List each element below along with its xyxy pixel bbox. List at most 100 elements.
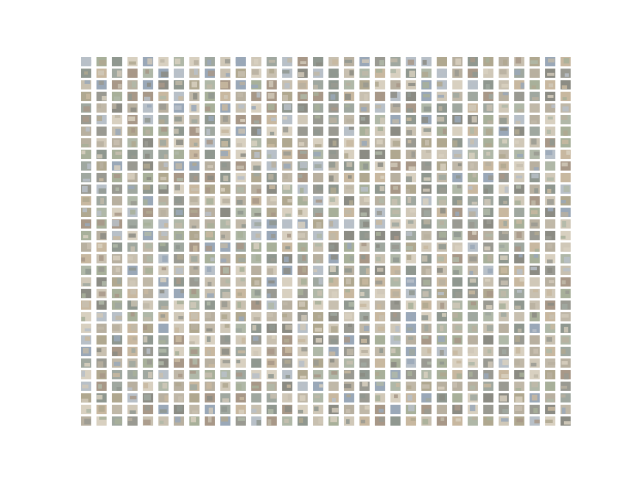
thumbnail-detail — [282, 116, 288, 120]
thumbnail-tile — [421, 288, 432, 299]
thumbnail-tile — [266, 265, 277, 275]
thumbnail-detail — [468, 104, 477, 111]
thumbnail-detail — [191, 225, 197, 229]
thumbnail-detail — [254, 280, 260, 286]
thumbnail-detail — [516, 219, 522, 224]
thumbnail-tile — [467, 265, 478, 275]
thumbnail-detail — [487, 361, 493, 368]
thumbnail-detail — [288, 292, 292, 298]
thumbnail-detail — [112, 244, 118, 248]
thumbnail-detail — [208, 92, 215, 99]
thumbnail-detail — [160, 277, 167, 283]
thumbnail-tile — [266, 242, 277, 252]
thumbnail-tile — [374, 277, 386, 287]
thumbnail-detail — [409, 70, 416, 78]
thumbnail-detail — [237, 92, 244, 98]
thumbnail-image — [545, 254, 556, 264]
thumbnail-image — [282, 312, 293, 322]
thumbnail-image — [374, 68, 386, 78]
thumbnail-detail — [299, 187, 304, 194]
thumbnail-tile — [343, 172, 355, 183]
thumbnail-tile — [483, 277, 494, 287]
thumbnail-detail — [300, 117, 308, 121]
thumbnail-detail — [128, 185, 135, 190]
thumbnail-detail — [364, 94, 368, 101]
thumbnail-detail — [130, 289, 136, 295]
thumbnail-image — [467, 184, 478, 194]
thumbnail-tile — [436, 68, 447, 78]
thumbnail-detail — [129, 267, 137, 271]
thumbnail-tile — [374, 161, 386, 171]
thumbnail-detail — [315, 213, 323, 217]
thumbnail-detail — [422, 82, 430, 89]
thumbnail-detail — [175, 80, 183, 86]
thumbnail-detail — [437, 256, 444, 262]
thumbnail-tile — [220, 103, 231, 113]
thumbnail-detail — [515, 185, 522, 189]
thumbnail-tile — [529, 230, 540, 241]
thumbnail-tile — [343, 184, 355, 194]
thumbnail-detail — [207, 350, 211, 356]
thumbnail-tile — [421, 80, 432, 90]
thumbnail-tile — [297, 265, 308, 275]
thumbnail-detail — [253, 120, 260, 124]
thumbnail-tile — [328, 288, 339, 299]
thumbnail-tile — [483, 126, 494, 136]
thumbnail-detail — [239, 81, 246, 86]
thumbnail-image — [545, 114, 556, 125]
thumbnail-detail — [128, 233, 136, 238]
thumbnail-tile — [127, 196, 138, 206]
thumbnail-tile — [405, 80, 417, 90]
thumbnail-tile — [81, 300, 92, 310]
thumbnail-tile — [359, 358, 370, 368]
thumbnail-detail — [161, 305, 169, 310]
thumbnail-tile — [514, 300, 525, 310]
thumbnail-detail — [254, 222, 262, 227]
thumbnail-detail — [178, 373, 183, 378]
thumbnail-detail — [408, 336, 414, 340]
thumbnail-image — [421, 161, 432, 171]
thumbnail-tile — [405, 277, 417, 287]
thumbnail-image — [436, 312, 447, 322]
thumbnail-tile — [173, 416, 185, 426]
thumbnail-tile — [436, 393, 447, 403]
thumbnail-detail — [531, 85, 536, 89]
thumbnail-tile — [235, 416, 246, 426]
thumbnail-detail — [130, 246, 135, 252]
thumbnail-detail — [440, 372, 447, 377]
thumbnail-detail — [115, 187, 120, 192]
thumbnail-detail — [362, 71, 369, 76]
thumbnail-tile — [158, 138, 169, 148]
thumbnail-detail — [254, 290, 261, 296]
thumbnail-detail — [267, 409, 274, 414]
thumbnail-detail — [114, 115, 121, 118]
thumbnail-detail — [314, 115, 321, 119]
thumbnail-detail — [452, 394, 461, 401]
thumbnail-tile — [529, 184, 540, 194]
thumbnail-tile — [142, 404, 154, 415]
thumbnail-tile — [421, 219, 432, 229]
thumbnail-tile — [529, 370, 540, 380]
thumbnail-tile — [374, 300, 386, 310]
thumbnail-detail — [421, 315, 429, 321]
thumbnail-detail — [127, 387, 133, 391]
thumbnail-detail — [514, 140, 519, 144]
thumbnail-tile — [111, 172, 123, 183]
thumbnail-tile — [297, 57, 308, 67]
thumbnail-tile — [498, 335, 509, 345]
thumbnail-tile — [560, 323, 571, 333]
thumbnail-detail — [300, 94, 307, 99]
thumbnail-detail — [454, 404, 461, 411]
thumbnail-detail — [360, 107, 367, 112]
thumbnail-image — [452, 381, 463, 391]
thumbnail-tile — [297, 370, 308, 380]
thumbnail-detail — [469, 371, 473, 377]
thumbnail-tile — [313, 80, 324, 90]
thumbnail-detail — [330, 208, 337, 212]
thumbnail-detail — [143, 419, 151, 426]
thumbnail-tile — [545, 404, 556, 415]
thumbnail-detail — [468, 93, 475, 98]
thumbnail-detail — [546, 337, 553, 342]
thumbnail-tile — [127, 114, 138, 125]
thumbnail-detail — [407, 220, 414, 224]
